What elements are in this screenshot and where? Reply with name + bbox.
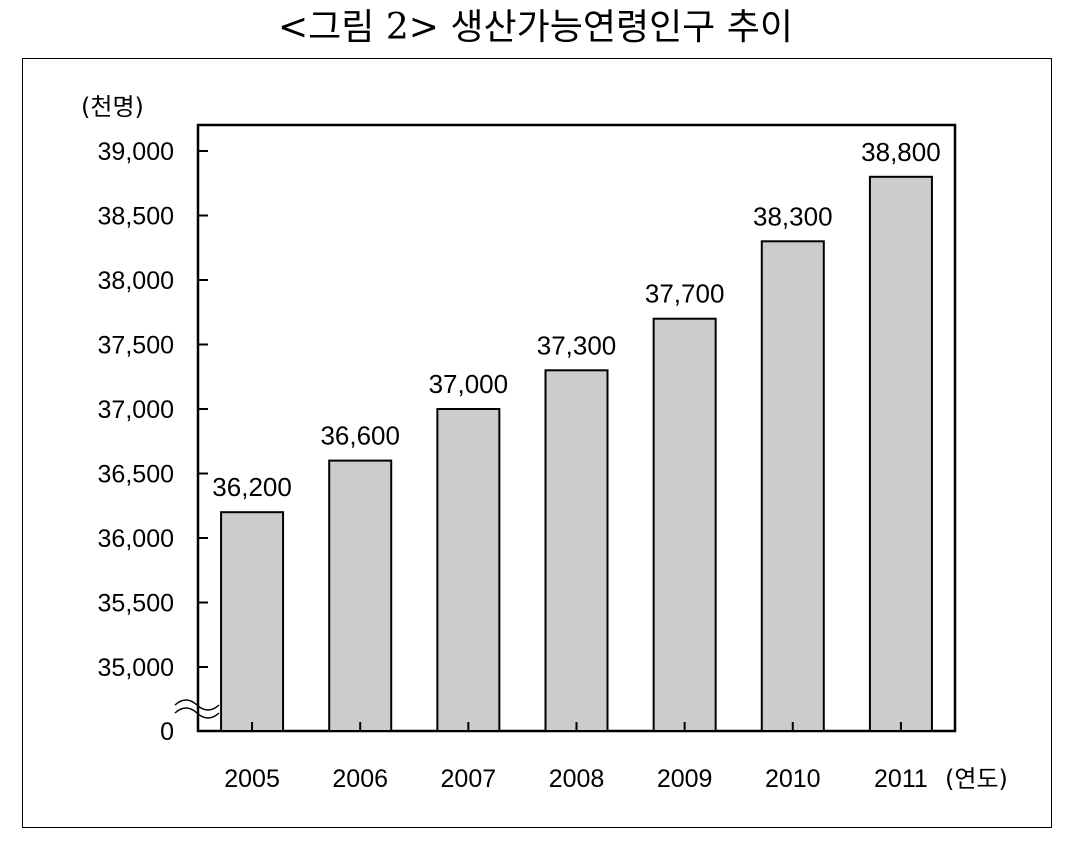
bar-2009 [652, 317, 717, 732]
y-tick-label: 39,000 [98, 138, 174, 166]
bar-2006 [328, 459, 393, 732]
y-axis-ticks: 0 35,000 35,500 36,000 36,500 37,000 37,500 38,… [98, 138, 208, 746]
y-tick-label: 36,000 [98, 525, 174, 553]
x-tick-label-2006: 2006 [332, 765, 388, 793]
x-tick-label-2010: 2010 [765, 765, 821, 793]
x-tick-label-2005: 2005 [224, 765, 280, 793]
value-label-2011: 38,800 [861, 137, 941, 167]
x-tick-label-2007: 2007 [441, 765, 497, 793]
value-label-2010: 38,300 [753, 201, 833, 231]
value-label-2007: 37,000 [429, 369, 509, 399]
value-label-2009: 37,700 [645, 279, 725, 309]
axis-break-wave-upper [174, 699, 220, 711]
axis-break-mark [174, 699, 220, 719]
y-tick-label: 0 [160, 718, 174, 746]
value-label-2008: 37,300 [537, 330, 617, 360]
bar-series: 36,200 2005 36,600 2006 37,000 2007 37,300 2008… [212, 137, 940, 793]
value-label-2006: 36,600 [320, 421, 400, 451]
y-tick-label: 38,500 [98, 203, 174, 231]
bar-2007 [436, 408, 501, 732]
x-tick-label-2009: 2009 [657, 765, 713, 793]
y-axis-unit-label: (천명) [81, 93, 144, 121]
x-tick-label-2011: 2011 [874, 765, 928, 793]
bar-2005 [220, 511, 285, 733]
y-tick-label: 37,000 [98, 396, 174, 424]
y-tick-label: 37,500 [98, 332, 174, 360]
bar-2011 [868, 175, 933, 733]
y-tick-label: 38,000 [98, 267, 174, 295]
bar-2010 [760, 240, 825, 733]
y-tick-label: 35,500 [98, 590, 174, 618]
axis-break-wave-lower [174, 707, 220, 719]
y-tick-label: 36,500 [98, 461, 174, 489]
value-label-2005: 36,200 [212, 472, 292, 502]
x-axis-unit-label: (연도) [945, 765, 1008, 793]
y-tick-label: 35,000 [98, 654, 174, 682]
bar-2008 [544, 369, 609, 732]
bar-chart: (천명) (연도) 0 35,000 35,500 36,000 36,500 37,00… [81, 93, 1008, 793]
x-tick-label-2008: 2008 [549, 765, 605, 793]
chart-frame: (천명) (연도) 0 35,000 35,500 36,000 36,500 37,00… [22, 58, 1052, 828]
chart-title: <그림 2> 생산가능연령인구 추이 [277, 7, 793, 48]
